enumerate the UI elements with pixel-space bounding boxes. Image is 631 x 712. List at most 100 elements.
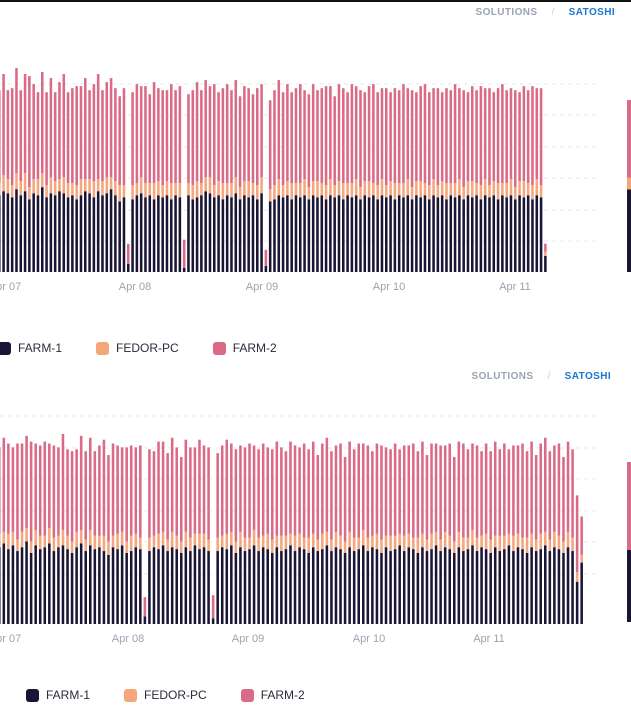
bar-segment-farm-2[interactable] [256,88,259,186]
bar-segment-fedor-pc[interactable] [434,531,438,546]
bar-segment-farm-2[interactable] [195,82,199,182]
bar-segment-fedor-pc[interactable] [275,535,279,548]
bar-segment-farm-2[interactable] [415,92,418,182]
bar-segment-farm-2[interactable] [118,96,121,186]
bar-segment-farm-2[interactable] [397,90,401,184]
bar-segment-farm-2[interactable] [566,441,570,532]
bar-segment-fedor-pc[interactable] [449,183,453,196]
bar-segment-fedor-pc[interactable] [339,535,342,550]
bar-segment-farm-2[interactable] [260,84,263,178]
bar-segment-fedor-pc[interactable] [217,181,220,196]
bar-segment-farm-2[interactable] [316,90,319,182]
bar-segment-farm-2[interactable] [284,451,288,536]
bar-segment-farm-1[interactable] [453,197,457,272]
bar-segment-fedor-pc[interactable] [419,181,422,198]
bar-segment-fedor-pc[interactable] [96,179,100,192]
bar-segment-farm-1[interactable] [443,547,447,624]
bar-segment-fedor-pc[interactable] [425,539,429,552]
bar-segment-fedor-pc[interactable] [389,535,392,552]
bar-segment-fedor-pc[interactable] [266,533,269,550]
bar-segment-farm-2[interactable] [407,445,411,534]
bar-segment-fedor-pc[interactable] [29,541,33,553]
bar-segment-fedor-pc[interactable] [221,183,225,200]
bar-segment-farm-2[interactable] [61,433,65,530]
bar-segment-fedor-pc[interactable] [252,529,256,546]
bar-segment-farm-1[interactable] [325,545,329,624]
bar-segment-farm-2[interactable] [7,443,10,534]
bar-segment-farm-2[interactable] [216,453,219,538]
bar-segment-farm-1[interactable] [375,549,379,624]
bar-segment-fedor-pc[interactable] [243,537,247,552]
bar-segment-farm-1[interactable] [432,195,435,272]
bar-segment-fedor-pc[interactable] [516,533,520,548]
bar-segment-farm-2[interactable] [293,445,297,536]
bar-segment-farm-1[interactable] [32,193,35,272]
bar-segment-fedor-pc[interactable] [496,183,500,200]
bar-segment-farm-2[interactable] [204,80,207,178]
bar-segment-farm-1[interactable] [7,549,10,624]
bar-segment-fedor-pc[interactable] [293,535,297,552]
bar-segment-farm-1[interactable] [389,195,392,272]
bar-segment-fedor-pc[interactable] [443,531,447,548]
bar-segment-farm-1[interactable] [49,193,53,272]
bar-segment-farm-2[interactable] [329,86,332,180]
bar-segment-fedor-pc[interactable] [52,537,56,552]
bar-segment-fedor-pc[interactable] [571,537,574,552]
bar-segment-farm-2[interactable] [343,456,347,542]
bar-segment-farm-2[interactable] [198,439,201,534]
bar-segment-fedor-pc[interactable] [216,537,219,552]
bar-segment-farm-1[interactable] [557,549,561,624]
bar-segment-fedor-pc[interactable] [289,533,292,546]
bar-segment-farm-2[interactable] [43,441,47,536]
bar-segment-farm-1[interactable] [208,193,212,272]
bar-segment-farm-1[interactable] [492,195,496,272]
bar-segment-farm-2[interactable] [286,84,289,182]
bar-segment-fedor-pc[interactable] [325,531,329,546]
bar-segment-farm-1[interactable] [479,199,483,272]
bar-segment-fedor-pc[interactable] [234,177,238,194]
bar-segment-fedor-pc[interactable] [161,531,165,546]
bar-segment-farm-2[interactable] [553,445,556,532]
bar-segment-farm-1[interactable] [462,199,465,272]
bar-segment-farm-2[interactable] [432,88,435,180]
bar-segment-farm-1[interactable] [321,549,324,624]
bar-segment-farm-2[interactable] [221,88,225,184]
bar-segment-farm-1[interactable] [294,195,298,272]
bar-segment-farm-2[interactable] [48,443,51,528]
bar-segment-farm-1[interactable] [509,195,513,272]
bar-segment-fedor-pc[interactable] [475,183,478,196]
bar-segment-farm-1[interactable] [148,551,151,624]
bar-segment-fedor-pc[interactable] [170,183,173,200]
bar-segment-farm-2[interactable] [53,92,57,182]
bar-segment-farm-2[interactable] [348,441,351,532]
bar-segment-farm-1[interactable] [252,545,256,624]
bar-segment-fedor-pc[interactable] [342,183,345,200]
bar-segment-fedor-pc[interactable] [43,535,47,548]
bar-segment-farm-1[interactable] [402,197,405,272]
bar-segment-fedor-pc[interactable] [302,537,306,550]
bar-segment-fedor-pc[interactable] [16,539,19,552]
bar-segment-farm-1[interactable] [161,197,164,272]
bar-segment-fedor-pc[interactable] [575,572,579,582]
bar-segment-farm-1[interactable] [89,545,92,624]
bar-segment-farm-1[interactable] [449,195,453,272]
bar-segment-fedor-pc[interactable] [0,533,1,548]
bar-segment-fedor-pc[interactable] [462,537,465,552]
bar-segment-farm-2[interactable] [479,86,483,186]
bar-segment-farm-2[interactable] [71,88,74,184]
bar-segment-fedor-pc[interactable] [406,179,410,196]
bar-segment-farm-2[interactable] [243,86,246,182]
bar-segment-farm-1[interactable] [284,549,288,624]
bar-segment-farm-2[interactable] [419,86,422,182]
bar-segment-farm-2[interactable] [25,435,28,528]
bar-segment-fedor-pc[interactable] [462,187,465,200]
bar-segment-fedor-pc[interactable] [48,528,51,544]
bar-segment-farm-2[interactable] [307,449,310,538]
bar-segment-farm-1[interactable] [562,552,565,624]
bar-segment-farm-2[interactable] [207,447,210,540]
bar-segment-farm-1[interactable] [36,195,40,272]
bar-segment-farm-2[interactable] [362,443,365,530]
bar-segment-farm-1[interactable] [398,545,401,624]
bar-segment-farm-2[interactable] [316,455,320,540]
bar-segment-farm-2[interactable] [148,449,151,538]
